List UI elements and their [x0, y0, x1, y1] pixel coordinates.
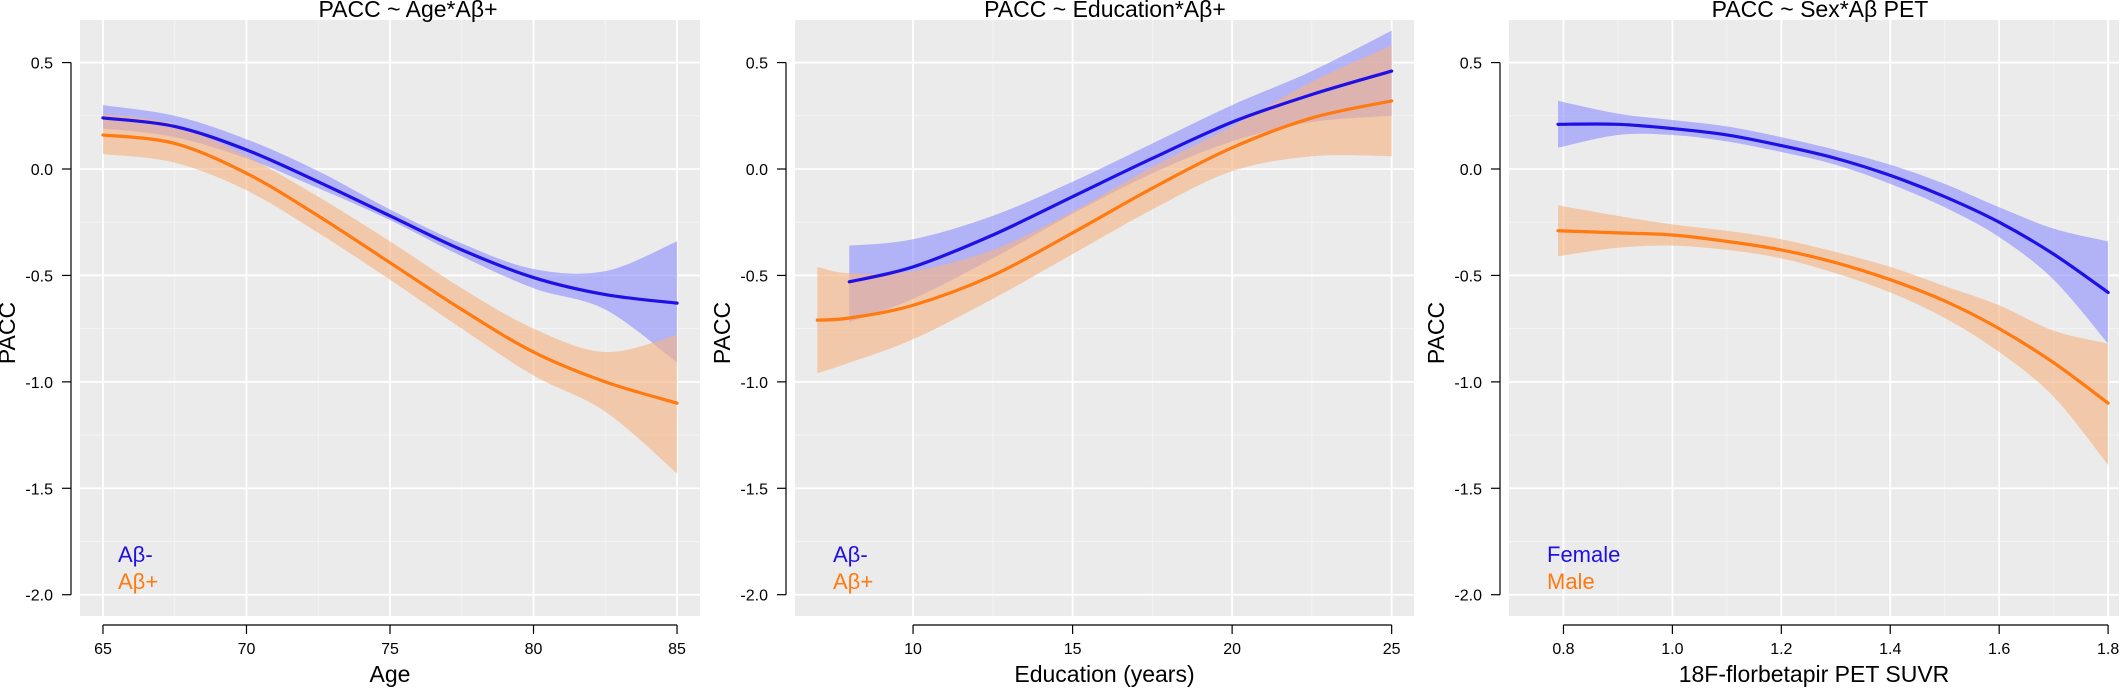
- x-tick-label: 65: [94, 641, 112, 658]
- legend-entry: Female: [1547, 542, 1620, 567]
- ribbon-Aβ-: [849, 30, 1392, 323]
- x-tick-label: 1.0: [1661, 641, 1683, 658]
- series-line-Female: [1556, 122, 2110, 295]
- legend-entry: Aβ+: [118, 569, 158, 594]
- y-tick-label: -1.0: [740, 375, 768, 392]
- chart-title: PACC ~ Sex*Aβ PET: [1712, 0, 1929, 22]
- x-tick-label: 0.8: [1552, 641, 1574, 658]
- series-line-Male: [1556, 229, 2110, 405]
- legend-entry: Male: [1547, 569, 1595, 594]
- x-tick-label: 70: [238, 641, 256, 658]
- legend-entry: Aβ+: [833, 569, 873, 594]
- series-line-Aβ+: [101, 133, 679, 405]
- x-tick-label: 1.2: [1770, 641, 1792, 658]
- ribbon-Aβ+: [817, 45, 1392, 374]
- x-tick-label: 20: [1223, 641, 1241, 658]
- chart-panel-1: 65 70 75 80 85 0.5 0.0 -0.5 -1.0 -1.5 -2.0 PACC ~ A…: [0, 0, 700, 687]
- y-tick-label: -2.0: [25, 588, 53, 605]
- y-axis-label: PACC: [709, 302, 735, 364]
- y-tick-label: 0.0: [746, 162, 768, 179]
- ribbon-Aβ+: [102, 113, 678, 474]
- series-line-Aβ-: [847, 69, 1394, 284]
- x-axis-label: 18F-florbetapir PET SUVR: [1679, 661, 1950, 687]
- x-tick-label: 1.8: [2097, 641, 2119, 658]
- y-tick-label: -1.5: [1454, 481, 1482, 498]
- x-tick-label: 80: [525, 641, 543, 658]
- legend-entry: Aβ-: [118, 542, 153, 567]
- chart-panel-2: 10 15 20 25 0.5 0.0 -0.5 -1.0 -1.5 -2.0 PACC ~ Edu…: [709, 0, 1414, 687]
- y-tick-label: 0.0: [1460, 162, 1482, 179]
- y-tick-label: -0.5: [25, 268, 53, 285]
- chart-panel-3: 0.8 1.0 1.2 1.4 1.6 1.8 0.5 0.0 -0.5 -1.0 -1.5 -2.0…: [1423, 0, 2119, 687]
- x-tick-label: 1.6: [1988, 641, 2010, 658]
- plot-background: [1509, 20, 2119, 616]
- y-axis-label: PACC: [1423, 302, 1449, 364]
- y-tick-label: -2.0: [1454, 588, 1482, 605]
- chart-title: PACC ~ Age*Aβ+: [318, 0, 497, 22]
- x-tick-label: 10: [904, 641, 922, 658]
- legend-entry: Aβ-: [833, 542, 868, 567]
- y-tick-label: 0.5: [31, 56, 53, 73]
- x-tick-label: 1.4: [1879, 641, 1901, 658]
- y-tick-label: 0.0: [31, 162, 53, 179]
- y-tick-label: 0.5: [1460, 56, 1482, 73]
- y-tick-label: -1.5: [25, 481, 53, 498]
- x-axis-label: Education (years): [1014, 661, 1194, 687]
- series-line-Aβ+: [815, 99, 1394, 322]
- y-tick-label: -1.5: [740, 481, 768, 498]
- y-axis-label: PACC: [0, 302, 20, 364]
- x-tick-label: 75: [381, 641, 399, 658]
- series-line-Aβ-: [101, 116, 679, 305]
- x-tick-label: 85: [668, 641, 686, 658]
- y-tick-label: 0.5: [746, 56, 768, 73]
- y-tick-label: -2.0: [740, 588, 768, 605]
- y-tick-label: -1.0: [1454, 375, 1482, 392]
- x-axis-label: Age: [370, 661, 411, 687]
- x-tick-label: 25: [1383, 641, 1401, 658]
- y-tick-label: -0.5: [1454, 268, 1482, 285]
- y-tick-label: -0.5: [740, 268, 768, 285]
- y-tick-label: -1.0: [25, 375, 53, 392]
- x-tick-label: 15: [1064, 641, 1082, 658]
- chart-title: PACC ~ Education*Aβ+: [984, 0, 1226, 22]
